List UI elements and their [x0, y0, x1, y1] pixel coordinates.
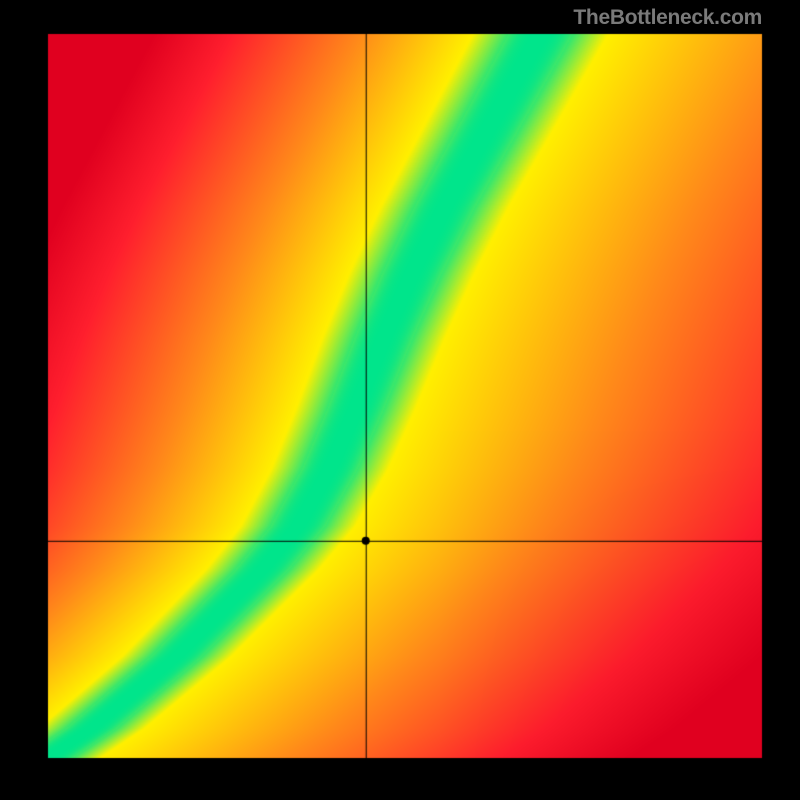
watermark-text: TheBottleneck.com: [573, 6, 762, 30]
bottleneck-heatmap: [0, 0, 800, 800]
